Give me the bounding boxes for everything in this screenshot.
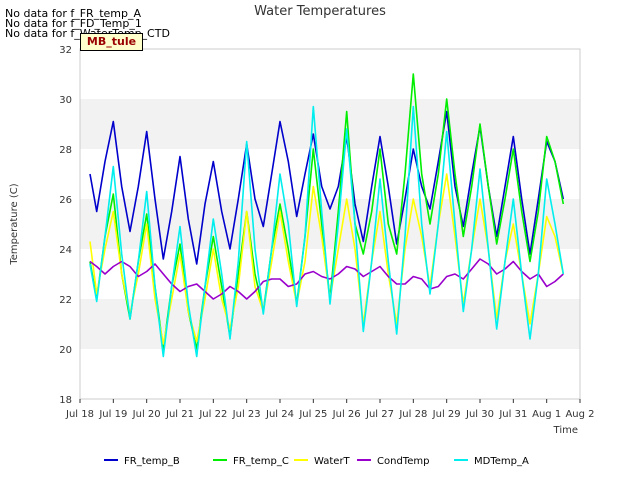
no-data-note-1: No data for f_FR_temp_A [5,7,141,20]
y-tick-label: 28 [59,145,72,156]
x-tick-label: Jul 31 [498,409,527,420]
legend: FR_temp_B FR_temp_C WaterT CondTemp MDTemp_A [104,456,529,467]
legend-label: FR_temp_B [124,456,180,467]
x-axis-ticks: Jul 18 Jul 19 Jul 20 Jul 21 Jul 22 Jul 23 Jul … [65,399,595,420]
grid-band [80,149,580,199]
x-tick-label: Jul 24 [265,409,294,420]
grid-band [80,349,580,399]
y-tick-label: 20 [59,345,72,356]
series-line-CondTemp [89,258,564,300]
x-tick-label: Jul 21 [165,409,194,420]
x-tick-label: Jul 25 [298,409,327,420]
legend-label: MDTemp_A [474,456,529,467]
chart-title: Water Temperatures [254,4,386,19]
y-tick-label: 32 [59,45,72,56]
x-tick-label: Jul 29 [432,409,461,420]
y-tick-label: 22 [59,295,72,306]
grid-band [80,199,580,249]
x-tick-label: Jul 18 [65,409,94,420]
y-tick-label: 30 [59,95,72,106]
y-axis-ticks: 18 20 22 24 26 28 30 32 [59,45,72,406]
x-tick-label: Jul 23 [232,409,261,420]
grid-band [80,99,580,149]
legend-label: FR_temp_C [233,456,289,467]
y-tick-label: 18 [59,395,72,406]
y-axis-label: Temperature (C) [9,183,20,265]
x-axis-label: Time [553,425,578,436]
x-tick-label: Jul 30 [465,409,494,420]
legend-label: WaterT [314,456,351,467]
series-line-MDTemp_A [89,105,565,358]
x-tick-label: Aug 1 [532,409,561,420]
y-tick-label: 24 [59,245,72,256]
x-tick-label: Jul 26 [332,409,361,420]
legend-label: CondTemp [377,456,429,467]
x-tick-label: Jul 19 [98,409,127,420]
x-tick-label: Jul 27 [365,409,394,420]
x-tick-label: Jul 22 [198,409,227,420]
site-badge: MB_tule [80,33,143,51]
series-lines [89,73,565,358]
plot-background [80,49,580,399]
grid-band [80,49,580,99]
no-data-note-2: No data for f_FD_Temp_1 [5,17,142,30]
x-tick-label: Aug 2 [565,409,594,420]
grid-band [80,299,580,349]
x-tick-label: Jul 28 [398,409,427,420]
x-tick-label: Jul 20 [132,409,161,420]
y-tick-label: 26 [59,195,72,206]
plot-frame [79,48,581,400]
